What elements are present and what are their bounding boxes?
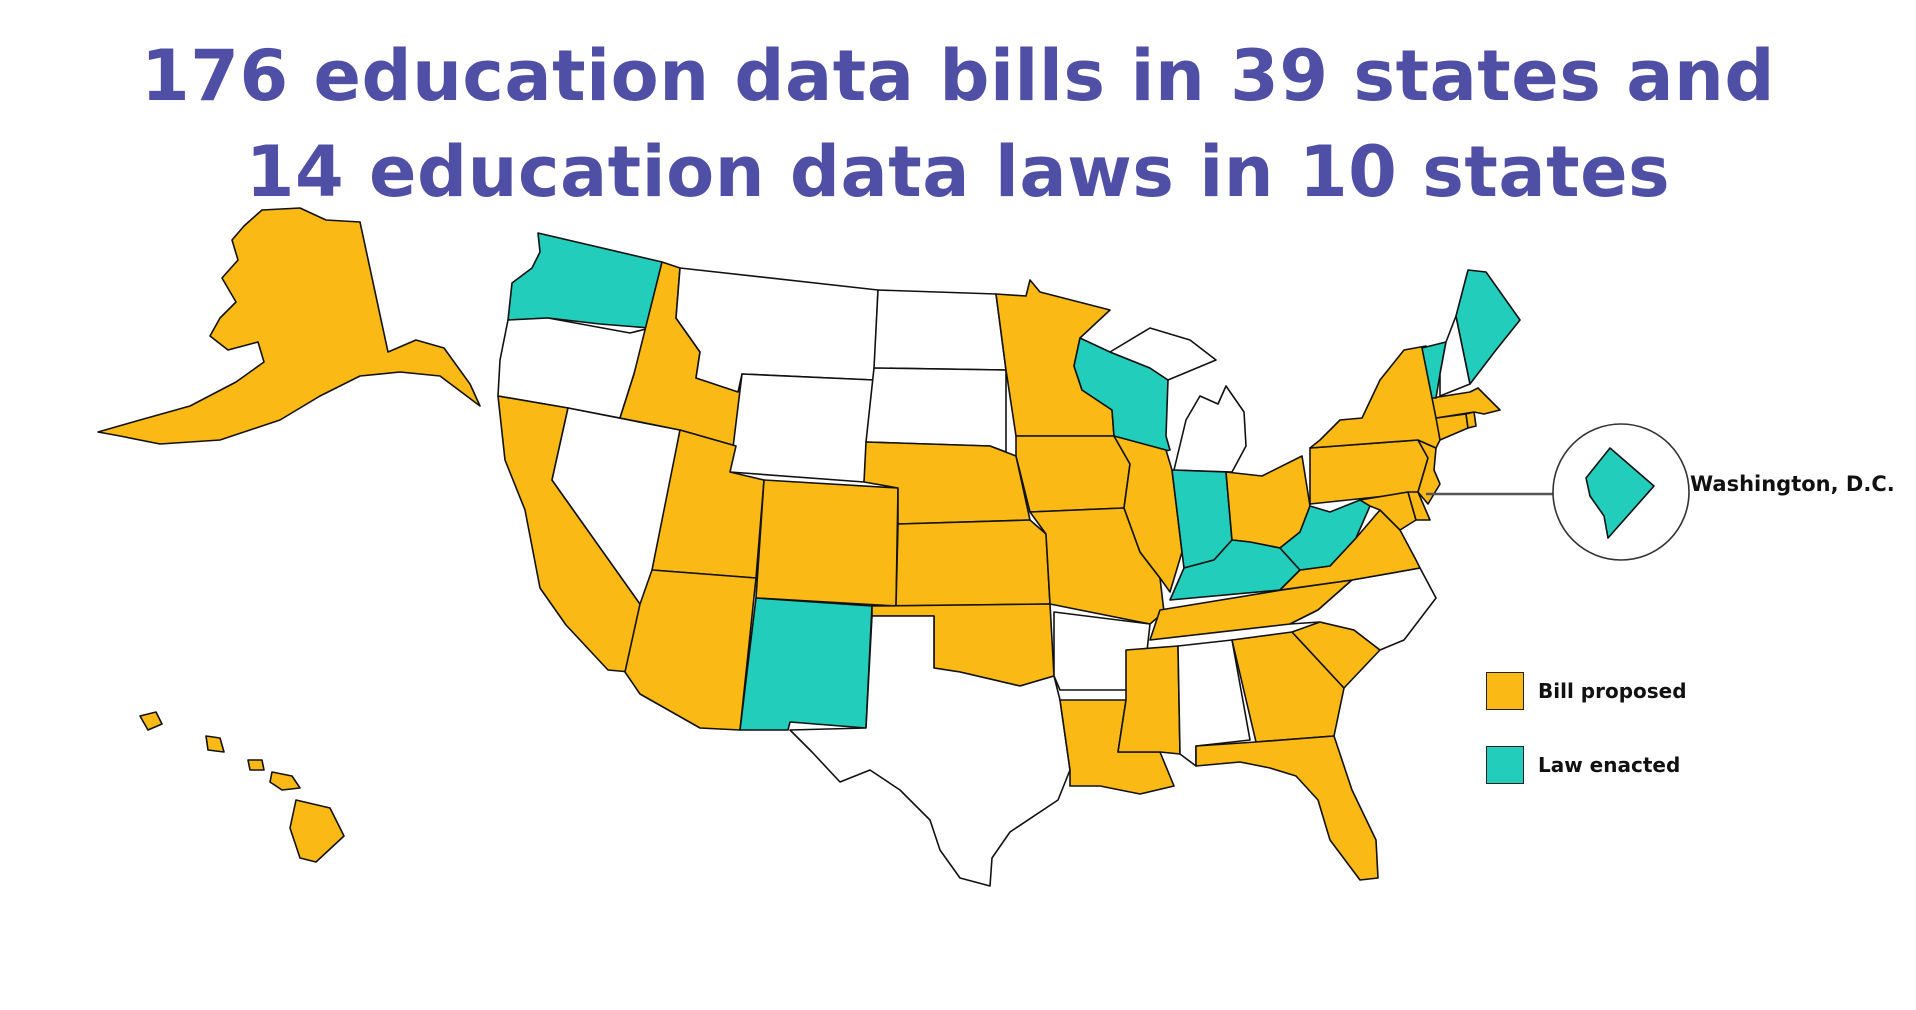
legend-swatch-bill-proposed (1486, 672, 1524, 710)
state-wyoming (729, 373, 875, 483)
state-texas (789, 615, 1071, 887)
state-washington (507, 232, 663, 329)
state-illinois (1113, 435, 1183, 593)
state-maine (1455, 269, 1521, 385)
state-new-mexico (739, 597, 873, 731)
map-title: 176 education data bills in 39 states an… (0, 28, 1916, 220)
map-legend: Bill proposed Law enacted (1486, 670, 1687, 818)
state-michigan (1109, 327, 1247, 473)
state-alaska (97, 207, 481, 445)
state-montana (675, 267, 879, 393)
state-rhode-island (1465, 411, 1477, 429)
state-iowa (1015, 435, 1131, 513)
state-new-york (1309, 345, 1441, 449)
title-line-2: 14 education data laws in 10 states (245, 131, 1671, 213)
legend-label-bill-proposed: Bill proposed (1538, 679, 1687, 703)
state-north-carolina (1289, 567, 1437, 651)
state-vermont (1421, 341, 1447, 399)
state-hawaii (139, 711, 345, 863)
legend-item-bill-proposed: Bill proposed (1486, 670, 1687, 712)
state-arizona (624, 569, 757, 731)
state-new-hampshire (1439, 315, 1471, 397)
title-line-1: 176 education data bills in 39 states an… (141, 35, 1775, 117)
state-colorado (755, 479, 899, 607)
legend-swatch-law-enacted (1486, 746, 1524, 784)
state-kansas (895, 519, 1051, 607)
state-west-virginia (1279, 499, 1371, 571)
state-georgia (1231, 631, 1345, 743)
state-north-dakota (873, 289, 1007, 371)
legend-item-law-enacted: Law enacted (1486, 744, 1687, 786)
dc-inset-label: Washington, D.C. (1690, 472, 1895, 496)
state-south-dakota (865, 367, 1007, 453)
state-mississippi (1117, 645, 1181, 755)
state-delaware (1407, 491, 1431, 521)
state-florida (1195, 735, 1379, 881)
dc-inset-shape (1585, 447, 1655, 539)
legend-label-law-enacted: Law enacted (1538, 753, 1681, 777)
state-massachusetts (1431, 387, 1501, 419)
